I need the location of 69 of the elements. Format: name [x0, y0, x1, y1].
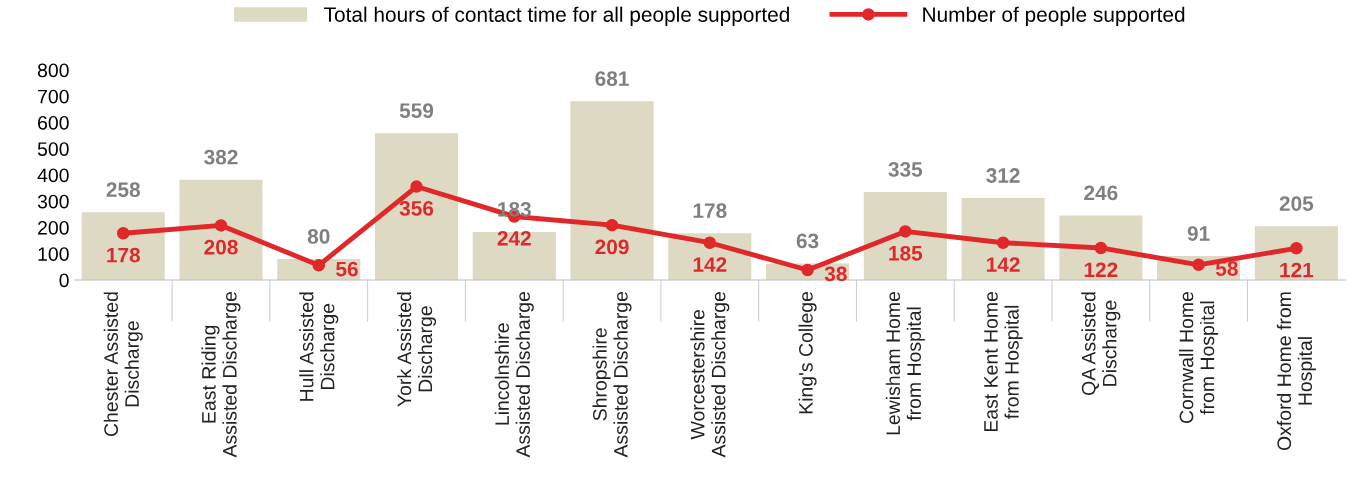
point: [801, 263, 814, 277]
point: [1290, 241, 1303, 255]
bar: [961, 198, 1045, 280]
point: [899, 225, 912, 238]
bar: [1059, 215, 1143, 280]
y-tick-label: 300: [37, 194, 69, 209]
x-tick-label: Cornwall Home from Hospital: [1179, 291, 1219, 424]
x-tick-label: Shropshire Assisted Discharge: [592, 291, 632, 458]
data-label: 178: [693, 203, 727, 219]
x-tick-label: York Assisted Discharge: [396, 292, 437, 407]
point: [312, 259, 326, 272]
data-label: 205: [1279, 196, 1314, 211]
x-tick-label: Oxford Home from Hospital: [1276, 292, 1316, 451]
y-tick-label: 600: [38, 115, 69, 130]
point: [1192, 258, 1205, 272]
point: [996, 236, 1010, 249]
point: [116, 227, 130, 240]
bar: [374, 133, 459, 280]
point: [1094, 241, 1108, 255]
bar: [472, 231, 556, 280]
data-label: 122: [1084, 262, 1118, 277]
data-label: 142: [693, 257, 727, 272]
data-label: 382: [204, 149, 238, 165]
y-tick-label: 0: [59, 273, 69, 288]
x-tick-label: Lewisham Home from Hospital: [885, 291, 925, 435]
data-label: 208: [204, 239, 238, 255]
x-tick-label: QA Assisted Discharge: [1081, 292, 1121, 396]
x-tick-label: East Riding Assisted Discharge: [201, 291, 241, 458]
data-label: 80: [307, 229, 330, 244]
data-label: 38: [824, 266, 847, 282]
data-label: 356: [399, 200, 434, 216]
data-label: 559: [399, 103, 434, 119]
y-tick-label: 200: [38, 220, 69, 235]
data-label: 56: [336, 261, 358, 277]
bar: [570, 101, 654, 280]
x-tick-label: Chester Assisted Discharge: [103, 292, 143, 437]
data-label: 142: [987, 257, 1020, 272]
bar: [179, 179, 263, 280]
point: [703, 236, 717, 249]
data-label: 121: [1280, 262, 1314, 278]
data-label: 91: [1187, 226, 1210, 241]
legend-label: Total hours of contact time for all people supported: [324, 6, 789, 27]
bar: [1254, 226, 1338, 280]
data-label: 63: [796, 233, 819, 249]
y-tick-label: 100: [38, 247, 69, 261]
bar: [863, 192, 947, 280]
x-tick-label: Hull Assisted Discharge: [299, 292, 339, 401]
data-label: 312: [986, 168, 1020, 183]
y-tick-label: 700: [38, 89, 69, 104]
data-label: 242: [497, 230, 531, 246]
x-tick-label: King's College: [798, 291, 817, 414]
data-label: 258: [106, 182, 140, 198]
point: [410, 180, 423, 193]
point: [605, 218, 619, 232]
data-label: 246: [1084, 185, 1118, 201]
y-tick-label: 500: [37, 142, 69, 156]
data-label: 209: [595, 239, 629, 255]
bar: [81, 212, 165, 280]
legend-label: Number of people supported: [923, 6, 1185, 27]
data-label: 178: [107, 247, 140, 263]
x-tick-label: Lincolnshire Assisted Discharge: [494, 291, 534, 458]
x-tick-label: Worcestershire Assisted Discharge: [690, 291, 730, 458]
point: [214, 219, 228, 232]
data-label: 185: [889, 245, 923, 261]
data-label: 681: [595, 71, 629, 87]
x-tick-label: East Kent Home from Hospital: [984, 291, 1023, 432]
y-tick-label: 800: [37, 63, 69, 78]
y-tick-label: 400: [37, 168, 69, 183]
data-label: 335: [888, 162, 923, 177]
